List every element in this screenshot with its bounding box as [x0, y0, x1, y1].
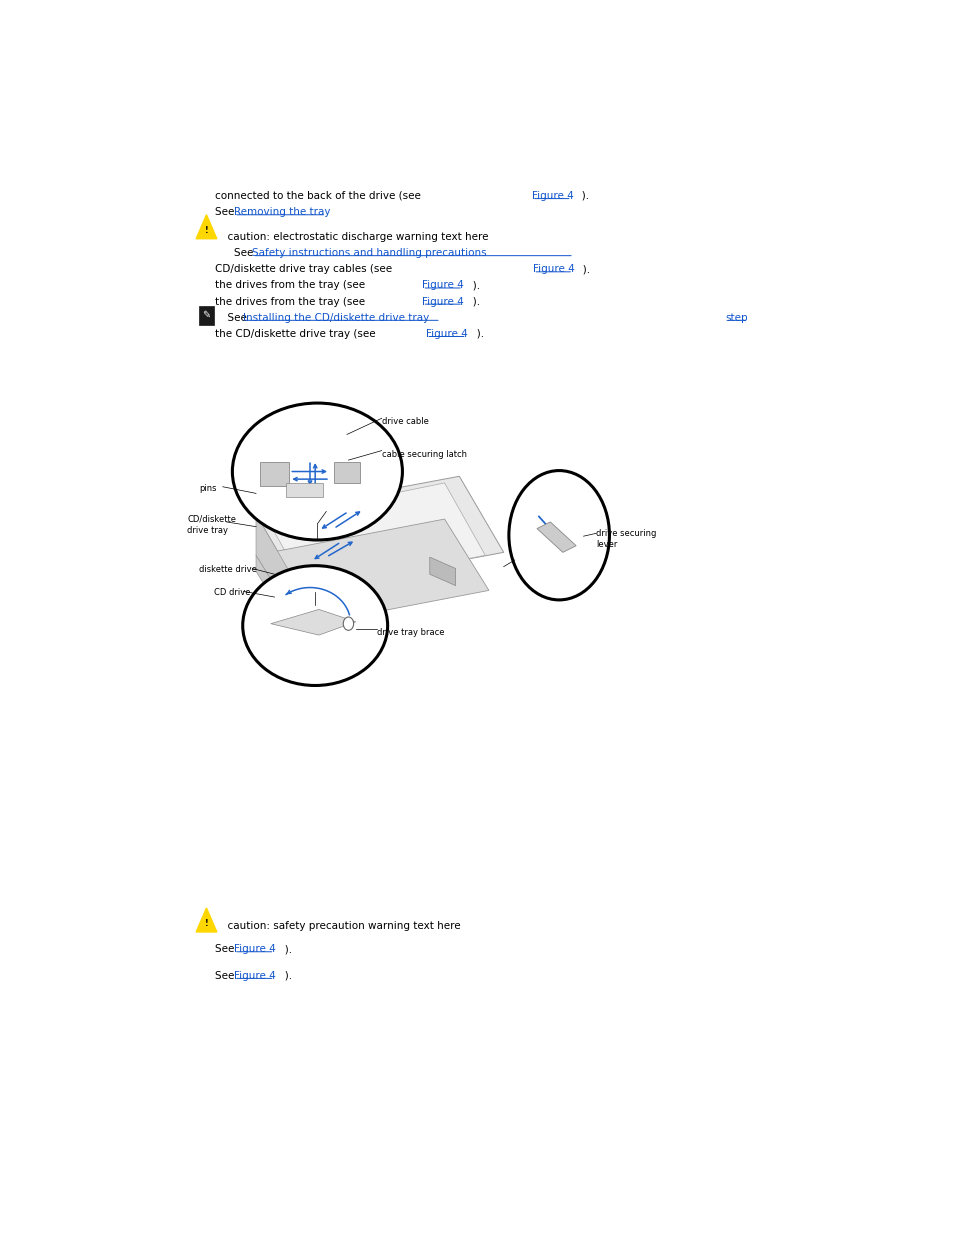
Circle shape: [508, 471, 609, 600]
Text: ).: ).: [462, 296, 479, 306]
Text: drive tray: drive tray: [187, 526, 228, 535]
Text: ).: ).: [274, 944, 292, 955]
Polygon shape: [537, 522, 576, 552]
Text: ).: ).: [571, 191, 588, 201]
Text: See: See: [233, 248, 256, 258]
Text: drive cable: drive cable: [381, 417, 428, 426]
Polygon shape: [255, 477, 503, 590]
Ellipse shape: [242, 566, 387, 685]
Text: Figure 4: Figure 4: [233, 971, 275, 981]
Text: ).: ).: [466, 329, 483, 338]
Text: See: See: [215, 944, 237, 955]
Text: the drives from the tray (see: the drives from the tray (see: [215, 296, 369, 306]
Text: Figure 4: Figure 4: [426, 329, 467, 338]
Text: Removing the tray: Removing the tray: [233, 207, 330, 217]
Text: ✎: ✎: [202, 310, 211, 320]
Text: See: See: [215, 971, 237, 981]
Text: CD drive: CD drive: [213, 588, 250, 597]
Polygon shape: [267, 483, 485, 592]
Text: caution: electrostatic discharge warning text here: caution: electrostatic discharge warning…: [221, 232, 488, 242]
Text: ).: ).: [573, 264, 590, 274]
Text: drive securing: drive securing: [596, 529, 656, 537]
Text: connected to the back of the drive (see: connected to the back of the drive (see: [215, 191, 424, 201]
Text: Installing the CD/diskette drive tray: Installing the CD/diskette drive tray: [243, 312, 429, 322]
Text: !: !: [205, 919, 208, 927]
Ellipse shape: [233, 403, 402, 540]
Text: See: See: [215, 207, 237, 217]
Text: Figure 4: Figure 4: [531, 191, 573, 201]
Text: ).: ).: [274, 971, 292, 981]
FancyBboxPatch shape: [259, 462, 289, 485]
Text: lever: lever: [596, 540, 617, 550]
Text: Figure 4: Figure 4: [233, 944, 275, 955]
FancyBboxPatch shape: [285, 483, 322, 498]
Text: Figure 4: Figure 4: [422, 296, 464, 306]
Polygon shape: [196, 908, 216, 932]
FancyBboxPatch shape: [199, 306, 213, 325]
Text: See: See: [221, 312, 250, 322]
Text: pins: pins: [199, 484, 216, 493]
Polygon shape: [255, 519, 488, 626]
Polygon shape: [255, 556, 300, 642]
Text: caution: safety precaution warning text here: caution: safety precaution warning text …: [221, 921, 460, 931]
Text: the CD/diskette drive tray (see: the CD/diskette drive tray (see: [215, 329, 379, 338]
Text: Figure 4: Figure 4: [422, 280, 464, 290]
Text: drive tray brace: drive tray brace: [376, 629, 443, 637]
Polygon shape: [196, 215, 216, 238]
Polygon shape: [255, 514, 300, 626]
Text: CD/diskette: CD/diskette: [187, 514, 236, 524]
Text: Figure 4: Figure 4: [533, 264, 575, 274]
Text: Safety instructions and handling precautions: Safety instructions and handling precaut…: [252, 248, 486, 258]
Polygon shape: [429, 557, 456, 585]
FancyBboxPatch shape: [334, 462, 359, 483]
Text: the drives from the tray (see: the drives from the tray (see: [215, 280, 369, 290]
Text: ).: ).: [462, 280, 479, 290]
Polygon shape: [271, 609, 355, 635]
Text: diskette drive: diskette drive: [199, 564, 256, 574]
Text: !: !: [205, 226, 208, 235]
Text: step: step: [724, 312, 747, 322]
Circle shape: [343, 618, 354, 630]
Text: CD/diskette drive tray cables (see: CD/diskette drive tray cables (see: [215, 264, 395, 274]
Text: cable securing latch: cable securing latch: [381, 450, 466, 458]
